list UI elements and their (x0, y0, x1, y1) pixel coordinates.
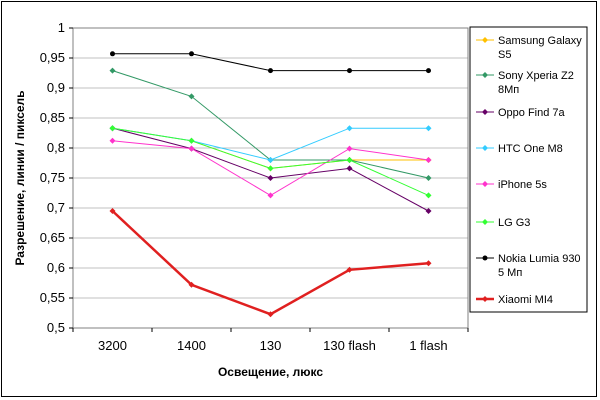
series-line (111, 210, 429, 316)
x-tick-label: 1400 (177, 338, 206, 353)
legend-label: Sony Xperia Z2 8Мп (498, 70, 574, 96)
legend-label-line: Oppo Find 7a (498, 107, 566, 119)
data-point (346, 266, 353, 273)
data-point (482, 145, 488, 151)
data-point (188, 145, 195, 152)
data-point (109, 67, 116, 74)
x-tick-label: 3200 (98, 338, 127, 353)
series-line (112, 53, 429, 72)
legend-entry: iPhone 5s (476, 179, 547, 191)
y-tick-label: 0,65 (40, 230, 65, 245)
y-tick-label: 0,8 (47, 140, 65, 155)
legend-entry: Nokia Lumia 930 5 Мп (476, 253, 581, 279)
legend-label: Xiaomi MI4 (498, 294, 553, 306)
series (109, 137, 432, 199)
x-tick-label: 130 flash (323, 338, 376, 353)
y-tick-label: 1 (58, 20, 65, 35)
series-line (112, 127, 429, 161)
y-axis-title: Разрешение, линии / пиксель (13, 90, 27, 265)
data-point (268, 68, 273, 74)
series (109, 208, 432, 318)
legend-label-line: S5 (498, 49, 511, 61)
legend-label-line: 8Мп (498, 84, 519, 96)
data-point (425, 175, 432, 181)
x-axis: 3200 1400 130 130 flash 1 flash (72, 328, 469, 353)
legend-entry: Xiaomi MI4 (476, 294, 553, 306)
legend-label: LG G3 (498, 217, 530, 229)
legend-entry: Samsung Galaxy S5 (476, 35, 582, 61)
legend-label: Nokia Lumia 930 5 Мп (498, 253, 581, 279)
legend-label: Oppo Find 7a (498, 107, 566, 119)
data-point (482, 72, 488, 78)
legend-entry: HTC One M8 (476, 143, 563, 155)
y-tick-label: 0,55 (40, 290, 65, 305)
data-point (188, 137, 195, 144)
data-point (482, 109, 488, 115)
y-tick-label: 0,7 (47, 200, 65, 215)
x-tick-label: 1 flash (409, 338, 447, 353)
legend-label: HTC One M8 (498, 143, 563, 155)
y-tick-label: 0,5 (47, 320, 65, 335)
data-point (482, 296, 488, 302)
legend-entry: Sony Xperia Z2 8Мп (476, 70, 574, 96)
data-point (267, 311, 274, 318)
data-point (426, 68, 431, 74)
legend-label-line: iPhone 5s (498, 179, 547, 191)
series (109, 125, 432, 199)
data-point (346, 125, 353, 132)
data-point (425, 125, 432, 132)
data-point (109, 125, 116, 132)
legend-label-line: LG G3 (498, 217, 530, 229)
data-point (109, 208, 116, 214)
legend-label-line: Xiaomi MI4 (498, 294, 553, 306)
data-point (347, 68, 352, 74)
data-point (482, 181, 488, 187)
legend-entry: Oppo Find 7a (476, 107, 566, 119)
data-point (267, 157, 274, 163)
legend-label-line: Samsung Galaxy (498, 35, 582, 47)
data-point (346, 145, 353, 152)
data-point (188, 281, 195, 288)
legend-label-line: HTC One M8 (498, 143, 563, 155)
y-tick-label: 0,9 (47, 80, 65, 95)
legend-label-line: Nokia Lumia 930 (498, 253, 581, 265)
data-point (425, 208, 432, 214)
legend-label: iPhone 5s (498, 179, 547, 191)
series (109, 125, 432, 163)
data-point (425, 192, 432, 199)
y-tick-label: 0,75 (40, 170, 65, 185)
data-point (109, 137, 116, 144)
legend-entry: LG G3 (476, 217, 530, 229)
data-point (267, 165, 274, 172)
data-point (482, 219, 488, 225)
series (110, 51, 431, 74)
x-axis-title: Освещение, люкс (218, 365, 323, 379)
y-tick-label: 0,85 (40, 110, 65, 125)
y-axis: 0,5 0,55 0,6 0,65 0,7 0,75 0,8 0,85 0,9 0,95 1 (40, 20, 73, 335)
data-point (267, 175, 274, 181)
series-layer (109, 51, 432, 318)
y-tick-label: 0,6 (47, 260, 65, 275)
y-tick-label: 0,95 (40, 50, 65, 65)
legend: Samsung Galaxy S5 Sony Xperia Z2 8Мп Oppo Fi… (469, 26, 588, 313)
data-point (346, 165, 353, 172)
data-point (425, 157, 432, 163)
data-point (346, 157, 353, 163)
legend-label: Samsung Galaxy S5 (498, 35, 582, 61)
legend-label-line: Sony Xperia Z2 (498, 70, 574, 82)
data-point (482, 37, 488, 43)
legend-label-line: 5 Мп (498, 267, 522, 279)
data-point (267, 192, 274, 199)
data-point (110, 51, 115, 57)
x-tick-label: 130 (260, 338, 282, 353)
data-point (482, 255, 488, 261)
data-point (425, 260, 432, 267)
series (109, 67, 432, 181)
data-point (188, 93, 195, 100)
data-point (189, 51, 194, 57)
